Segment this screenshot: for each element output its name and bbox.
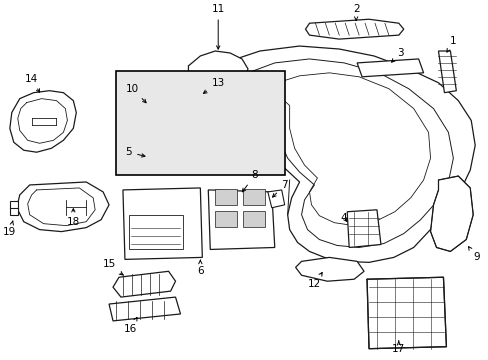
Polygon shape bbox=[356, 59, 423, 77]
Text: 13: 13 bbox=[203, 78, 224, 93]
Text: 9: 9 bbox=[468, 247, 479, 262]
Polygon shape bbox=[295, 257, 364, 281]
Bar bbox=[215, 189, 237, 205]
Bar bbox=[129, 215, 183, 249]
Text: 10: 10 bbox=[126, 84, 146, 103]
Polygon shape bbox=[185, 93, 212, 116]
Polygon shape bbox=[208, 190, 274, 249]
Text: 1: 1 bbox=[446, 36, 456, 52]
Text: 17: 17 bbox=[391, 341, 405, 354]
Bar bbox=[243, 189, 264, 205]
Text: 18: 18 bbox=[66, 209, 80, 227]
Polygon shape bbox=[366, 277, 446, 349]
Text: 15: 15 bbox=[102, 259, 122, 275]
Bar bbox=[10, 201, 18, 215]
Polygon shape bbox=[109, 297, 180, 321]
Text: 7: 7 bbox=[272, 180, 287, 197]
Text: 11: 11 bbox=[211, 4, 224, 49]
Text: 19: 19 bbox=[3, 221, 17, 237]
Text: 6: 6 bbox=[197, 260, 203, 276]
Polygon shape bbox=[438, 51, 455, 93]
Text: 5: 5 bbox=[125, 147, 145, 157]
Text: 16: 16 bbox=[124, 318, 137, 334]
Text: 2: 2 bbox=[352, 4, 359, 20]
Polygon shape bbox=[142, 86, 175, 148]
Text: 12: 12 bbox=[307, 273, 322, 289]
Polygon shape bbox=[429, 176, 472, 251]
Polygon shape bbox=[148, 150, 188, 165]
Bar bbox=[243, 211, 264, 227]
Polygon shape bbox=[17, 182, 109, 231]
Bar bbox=[215, 211, 237, 227]
Polygon shape bbox=[122, 188, 202, 260]
Text: 14: 14 bbox=[25, 74, 40, 92]
Polygon shape bbox=[188, 51, 247, 89]
Polygon shape bbox=[346, 210, 380, 247]
Text: 4: 4 bbox=[340, 213, 347, 223]
Polygon shape bbox=[10, 91, 76, 152]
Polygon shape bbox=[113, 271, 175, 297]
Text: 3: 3 bbox=[391, 48, 403, 62]
Bar bbox=[116, 71, 284, 175]
Polygon shape bbox=[267, 190, 284, 208]
Polygon shape bbox=[230, 46, 474, 262]
Polygon shape bbox=[305, 19, 403, 39]
Text: 8: 8 bbox=[242, 170, 258, 192]
